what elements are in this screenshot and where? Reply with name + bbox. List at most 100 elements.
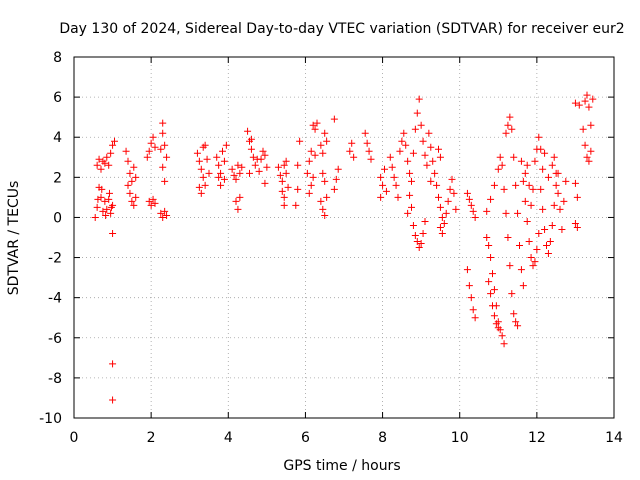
data-point [98, 185, 106, 193]
data-point [487, 290, 495, 298]
data-point [350, 153, 358, 161]
data-point [579, 125, 587, 133]
data-point [95, 155, 103, 163]
data-point [573, 223, 581, 231]
data-point [377, 193, 385, 201]
data-point [217, 169, 225, 177]
data-point [263, 163, 271, 171]
data-point [500, 185, 508, 193]
data-point [230, 171, 238, 179]
data-point [438, 229, 446, 237]
data-point [97, 165, 105, 173]
data-point [409, 221, 417, 229]
data-point [311, 151, 319, 159]
data-point [531, 258, 539, 266]
data-point [552, 169, 560, 177]
data-point [130, 201, 138, 209]
x-tick-label: 6 [301, 430, 310, 446]
data-point [257, 155, 265, 163]
data-point [471, 314, 479, 322]
data-point [247, 145, 255, 153]
data-point [411, 125, 419, 133]
data-point [521, 197, 529, 205]
data-point [386, 153, 394, 161]
data-point [527, 201, 535, 209]
data-point [232, 175, 240, 183]
data-point [421, 217, 429, 225]
data-point [143, 153, 151, 161]
data-point [429, 157, 437, 165]
data-point [392, 181, 400, 189]
y-tick-label: -2 [48, 251, 62, 267]
data-point [330, 115, 338, 123]
data-point [379, 181, 387, 189]
data-point [91, 213, 99, 221]
data-point [575, 101, 583, 109]
data-point [111, 137, 118, 145]
data-point [234, 205, 242, 213]
data-point [309, 173, 317, 181]
data-point [556, 205, 564, 213]
data-point [292, 201, 300, 209]
data-point [381, 165, 388, 173]
data-point [317, 197, 325, 205]
data-point [537, 185, 545, 193]
data-point [510, 153, 518, 161]
data-point [149, 133, 157, 141]
data-point [307, 147, 315, 155]
data-point [382, 187, 390, 195]
data-point [282, 169, 290, 177]
data-point [199, 173, 207, 181]
data-point [498, 332, 506, 340]
data-point [504, 121, 512, 129]
data-point [390, 173, 398, 181]
data-point [433, 181, 441, 189]
x-tick-label: 2 [147, 430, 156, 446]
y-tick-label: -4 [48, 291, 62, 307]
data-point [321, 211, 329, 219]
data-point [321, 177, 329, 185]
data-point [319, 149, 327, 157]
data-point [124, 181, 132, 189]
data-point [550, 201, 558, 209]
data-point [244, 127, 252, 135]
data-point [93, 203, 101, 211]
data-point [103, 205, 111, 213]
data-point [313, 119, 321, 127]
data-point [543, 242, 550, 250]
data-point [494, 324, 502, 332]
data-point [510, 310, 518, 318]
data-point [467, 201, 475, 209]
data-point [396, 147, 404, 155]
data-point [508, 290, 516, 298]
data-point [519, 282, 527, 290]
data-point [516, 242, 523, 250]
data-point [411, 231, 419, 239]
data-point [109, 360, 117, 368]
data-point [436, 203, 444, 211]
data-point [201, 141, 209, 149]
data-point [222, 141, 230, 149]
data-point [197, 165, 205, 173]
data-point [506, 113, 514, 121]
data-point [541, 225, 549, 233]
data-point [523, 161, 531, 169]
data-point [213, 153, 221, 161]
data-point [128, 177, 136, 185]
data-point [107, 203, 115, 211]
data-point [504, 234, 512, 241]
data-point [367, 155, 375, 163]
data-point [149, 195, 157, 203]
data-point [132, 193, 140, 201]
data-point [280, 161, 288, 169]
data-point [319, 205, 327, 213]
data-point [323, 137, 331, 145]
data-point [197, 189, 205, 197]
data-point [417, 121, 425, 129]
data-point [469, 207, 477, 215]
data-point [249, 153, 257, 161]
data-point [99, 207, 107, 215]
data-point [282, 157, 290, 165]
data-point [512, 181, 520, 189]
